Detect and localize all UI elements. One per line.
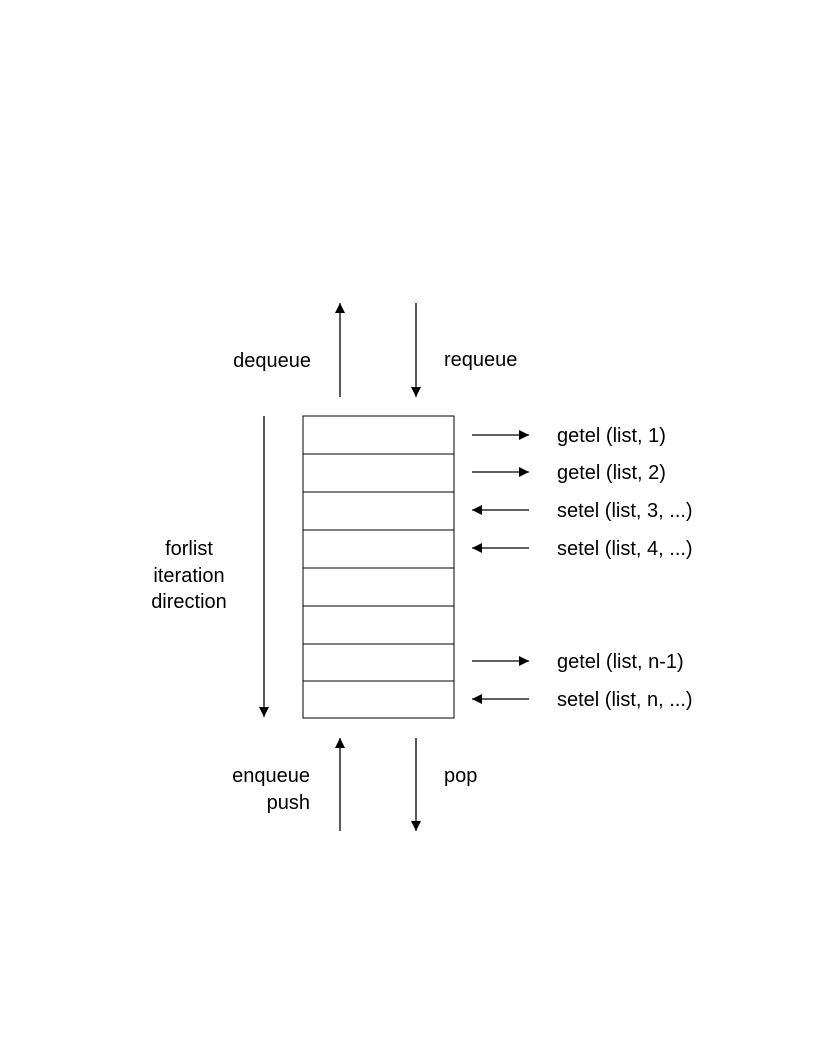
list-cell-2 (302, 453, 455, 493)
list-cell-4 (302, 529, 455, 569)
push-label: push (267, 792, 310, 814)
getel-1-label: getel (list, 1) (557, 425, 666, 447)
list-cell-6 (302, 605, 455, 645)
getel-n-1-label: getel (list, n-1) (557, 651, 684, 673)
list-box (302, 415, 455, 719)
forlist-label-line2: iteration (153, 565, 224, 587)
setel-3-label: setel (list, 3, ...) (557, 500, 693, 522)
forlist-label-line3: direction (151, 591, 227, 613)
list-cell-7 (302, 643, 455, 682)
setel-4-label: setel (list, 4, ...) (557, 538, 693, 560)
requeue-label: requeue (444, 349, 517, 371)
forlist-label-line1: forlist (165, 538, 213, 560)
list-cell-5 (302, 567, 455, 607)
setel-n-label: setel (list, n, ...) (557, 689, 693, 711)
pop-label: pop (444, 765, 477, 787)
list-cell-1 (302, 415, 455, 455)
list-cell-8 (302, 680, 455, 719)
enqueue-label: enqueue (232, 765, 310, 787)
getel-2-label: getel (list, 2) (557, 462, 666, 484)
dequeue-label: dequeue (233, 350, 311, 372)
list-cell-3 (302, 491, 455, 531)
